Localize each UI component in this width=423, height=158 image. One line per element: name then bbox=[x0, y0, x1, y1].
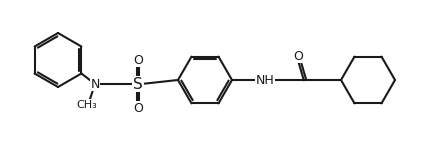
Text: NH: NH bbox=[255, 73, 275, 86]
Text: O: O bbox=[133, 101, 143, 115]
Text: CH₃: CH₃ bbox=[76, 100, 97, 109]
Text: O: O bbox=[293, 49, 303, 63]
Text: N: N bbox=[91, 78, 100, 91]
Text: O: O bbox=[133, 54, 143, 67]
Text: S: S bbox=[133, 76, 143, 91]
